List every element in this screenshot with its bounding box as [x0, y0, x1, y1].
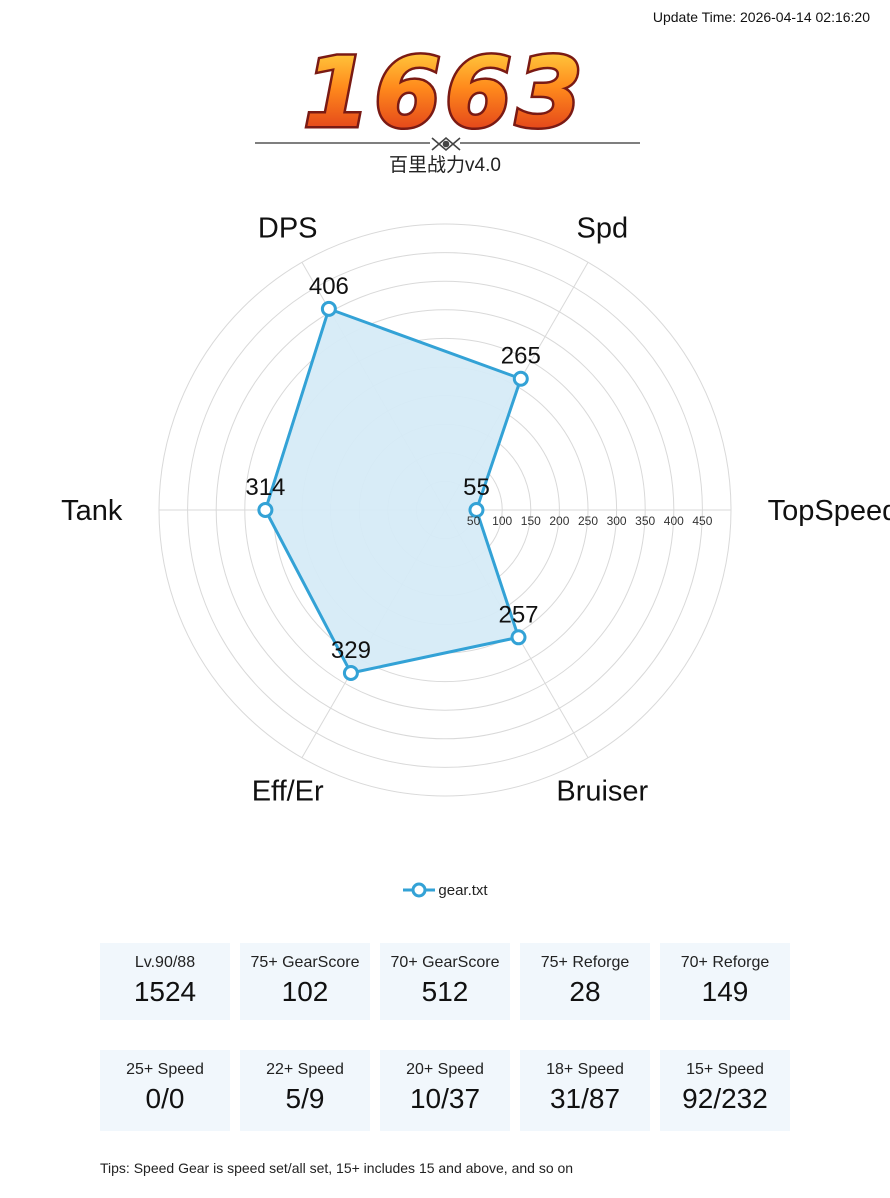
data-point	[257, 502, 274, 518]
score-header: 1663	[0, 28, 890, 188]
stat-label: 70+ GearScore	[390, 954, 500, 971]
radial-tick-label: 450	[692, 514, 712, 528]
legend[interactable]: gear.txt	[0, 880, 890, 900]
radial-tick-label: 100	[492, 514, 512, 528]
radial-tick-label: 50	[467, 514, 481, 528]
radial-tick-label: 350	[635, 514, 655, 528]
axis-label: Bruiser	[556, 775, 648, 807]
stat-card-level: Lv.90/88 1524	[100, 943, 230, 1020]
stat-card-15-speed: 15+ Speed 92/232	[660, 1050, 790, 1131]
stat-label: 75+ Reforge	[540, 954, 630, 971]
axis-label: TopSpeed	[768, 495, 890, 527]
legend-marker-icon	[403, 882, 436, 898]
stat-card-70-gearscore: 70+ GearScore 512	[380, 943, 510, 1020]
stat-label: 75+ GearScore	[250, 954, 360, 971]
stat-label: 15+ Speed	[686, 1061, 764, 1078]
data-label: 257	[498, 601, 538, 628]
radial-tick-label: 150	[521, 514, 541, 528]
axis-label: Eff/Er	[252, 775, 324, 807]
data-point	[510, 629, 527, 646]
stats-row-speed: 25+ Speed 0/0 22+ Speed 5/9 20+ Speed 10…	[100, 1050, 790, 1131]
data-label: 314	[245, 474, 285, 501]
radar-chart: 50 100 150 200 250 300 350 400 450 DPS Spd TopSpeed…	[61, 213, 890, 808]
stat-card-70-reforge: 70+ Reforge 149	[660, 943, 790, 1020]
score-value: 1663	[303, 37, 586, 149]
stat-label: 20+ Speed	[406, 1061, 484, 1078]
stat-label: Lv.90/88	[134, 954, 196, 971]
stats-row-gearscore: Lv.90/88 1524 75+ GearScore 102 70+ Gear…	[100, 943, 790, 1020]
stat-card-75-reforge: 75+ Reforge 28	[520, 943, 650, 1020]
score-logo: 1663	[255, 35, 640, 152]
stat-card-20-speed: 20+ Speed 10/37	[380, 1050, 510, 1131]
stat-value: 92/232	[682, 1083, 768, 1114]
stat-label: 70+ Reforge	[680, 954, 770, 971]
stat-value: 28	[569, 976, 601, 1007]
stat-card-18-speed: 18+ Speed 31/87	[520, 1050, 650, 1131]
tips-text: Tips: Speed Gear is speed set/all set, 1…	[100, 1160, 574, 1176]
stat-value: 512	[421, 976, 469, 1007]
crossed-swords-icon	[431, 136, 461, 152]
axis-label: Spd	[576, 213, 628, 245]
data-point	[512, 370, 529, 387]
stat-value: 102	[281, 976, 329, 1007]
axis-label: DPS	[258, 213, 318, 245]
update-time: Update Time: 2026-04-14 02:16:20	[652, 9, 870, 25]
data-label: 329	[331, 637, 371, 664]
radial-tick-label: 300	[607, 514, 627, 528]
stat-label: 25+ Speed	[126, 1061, 204, 1078]
stat-value: 1524	[133, 976, 197, 1007]
stat-value: 0/0	[145, 1083, 185, 1114]
data-point	[342, 664, 359, 681]
subtitle: 百里战力v4.0	[389, 155, 501, 176]
data-point	[320, 300, 337, 317]
stat-value: 10/37	[409, 1083, 481, 1114]
axis-label: Tank	[61, 495, 123, 527]
radial-tick-label: 200	[549, 514, 569, 528]
stat-label: 22+ Speed	[266, 1061, 344, 1078]
data-label: 406	[309, 273, 349, 300]
data-label: 55	[463, 474, 490, 501]
data-point	[468, 502, 485, 518]
stat-label: 18+ Speed	[546, 1061, 624, 1078]
stat-value: 31/87	[549, 1083, 621, 1114]
stat-card-75-gearscore: 75+ GearScore 102	[240, 943, 370, 1020]
radial-tick-label: 250	[578, 514, 598, 528]
stat-card-25-speed: 25+ Speed 0/0	[100, 1050, 230, 1131]
stat-value: 149	[701, 976, 749, 1007]
stat-value: 5/9	[285, 1083, 325, 1114]
stat-card-22-speed: 22+ Speed 5/9	[240, 1050, 370, 1131]
legend-label: gear.txt	[438, 881, 488, 899]
radial-tick-label: 400	[664, 514, 684, 528]
data-label: 265	[501, 343, 541, 370]
